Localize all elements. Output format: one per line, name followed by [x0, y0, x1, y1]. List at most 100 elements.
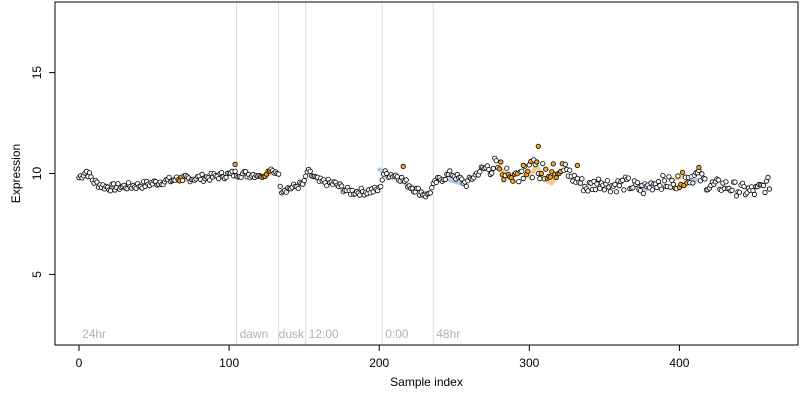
- data-point: [550, 161, 556, 167]
- data-point: [562, 161, 568, 167]
- data-point: [115, 181, 121, 187]
- data-point: [604, 178, 611, 184]
- data-point: [702, 176, 708, 182]
- data-point: [625, 175, 632, 181]
- data-point: [601, 187, 608, 193]
- data-point: [630, 185, 636, 191]
- data-point: [283, 189, 289, 195]
- data-point: [634, 180, 641, 186]
- x-tick-label: 400: [669, 356, 689, 370]
- data-point: [751, 191, 758, 198]
- data-point: [690, 180, 696, 186]
- data-point: [216, 176, 222, 182]
- data-point: [232, 168, 238, 174]
- phase-annotation: dusk: [279, 327, 305, 341]
- data-point: [199, 171, 205, 177]
- x-tick-label: 0: [76, 356, 83, 370]
- data-point: [658, 186, 665, 192]
- data-point: [736, 189, 743, 195]
- data-point: [660, 173, 666, 179]
- data-point: [489, 170, 495, 176]
- data-point: [463, 183, 469, 189]
- data-point: [766, 186, 773, 192]
- data-point: [433, 179, 439, 185]
- data-point: [427, 190, 433, 196]
- data-point-highlight: [574, 162, 581, 168]
- data-point: [640, 190, 647, 197]
- data-point: [223, 174, 229, 180]
- phase-annotation: 12:00: [309, 327, 339, 341]
- data-point: [378, 184, 384, 190]
- data-point: [607, 189, 614, 195]
- data-point: [537, 176, 543, 182]
- data-point: [107, 188, 114, 194]
- data-point: [324, 183, 330, 189]
- data-point-highlight: [696, 164, 702, 170]
- data-point: [496, 166, 502, 172]
- data-point: [180, 177, 186, 183]
- data-point: [307, 168, 313, 174]
- data-point: [415, 185, 421, 191]
- data-point: [592, 187, 599, 193]
- data-point: [613, 189, 620, 195]
- data-point: [519, 168, 525, 174]
- data-point: [594, 181, 600, 187]
- data-point: [595, 176, 602, 182]
- data-point: [207, 177, 213, 183]
- data-point: [540, 161, 546, 167]
- y-axis-title: Expression: [9, 144, 23, 203]
- data-point: [403, 177, 409, 183]
- data-point: [765, 174, 771, 181]
- data-points: [76, 143, 773, 200]
- data-point-highlight: [520, 162, 526, 168]
- data-point: [579, 176, 585, 182]
- x-tick-label: 100: [219, 356, 239, 370]
- data-point: [655, 178, 662, 185]
- phase-annotation: 48hr: [436, 327, 460, 341]
- data-point: [516, 179, 522, 185]
- data-point: [699, 171, 705, 177]
- data-point-highlight: [535, 143, 541, 149]
- x-tick-label: 200: [369, 356, 389, 370]
- y-tick-label: 10: [30, 167, 44, 181]
- data-point: [490, 165, 496, 172]
- data-point: [520, 175, 526, 182]
- data-point: [571, 172, 577, 179]
- data-point: [715, 177, 722, 183]
- phase-annotation: 24hr: [82, 327, 106, 341]
- data-point: [723, 179, 729, 185]
- data-point: [741, 184, 747, 190]
- data-point: [442, 176, 448, 182]
- data-point: [621, 187, 627, 193]
- data-point: [760, 182, 767, 189]
- data-point: [510, 178, 516, 184]
- data-point: [547, 174, 553, 180]
- data-point: [675, 173, 681, 179]
- data-point: [498, 159, 504, 165]
- data-point: [379, 177, 385, 183]
- x-axis: 0 100 200 300 400: [76, 345, 690, 370]
- data-point: [429, 185, 435, 191]
- blue-band: [444, 177, 464, 186]
- data-point: [732, 179, 738, 185]
- data-point: [612, 181, 618, 188]
- data-point: [477, 169, 483, 175]
- data-point: [295, 185, 301, 191]
- phase-annotations: 24hr dawn dusk 12:00 0:00 48hr: [82, 327, 460, 341]
- data-point: [447, 168, 453, 174]
- data-point: [597, 185, 603, 191]
- x-tick-label: 300: [519, 356, 539, 370]
- y-tick-label: 15: [30, 66, 44, 80]
- data-point: [339, 183, 345, 189]
- y-axis: 5 10 15: [30, 66, 55, 278]
- data-point: [762, 189, 768, 196]
- data-point: [538, 170, 544, 177]
- x-axis-title: Sample index: [390, 375, 463, 389]
- plot-frame: [54, 1, 799, 346]
- data-point: [577, 180, 584, 186]
- data-point: [649, 187, 656, 193]
- data-point: [219, 170, 225, 176]
- phase-annotation: dawn: [240, 327, 269, 341]
- data-point: [276, 171, 282, 177]
